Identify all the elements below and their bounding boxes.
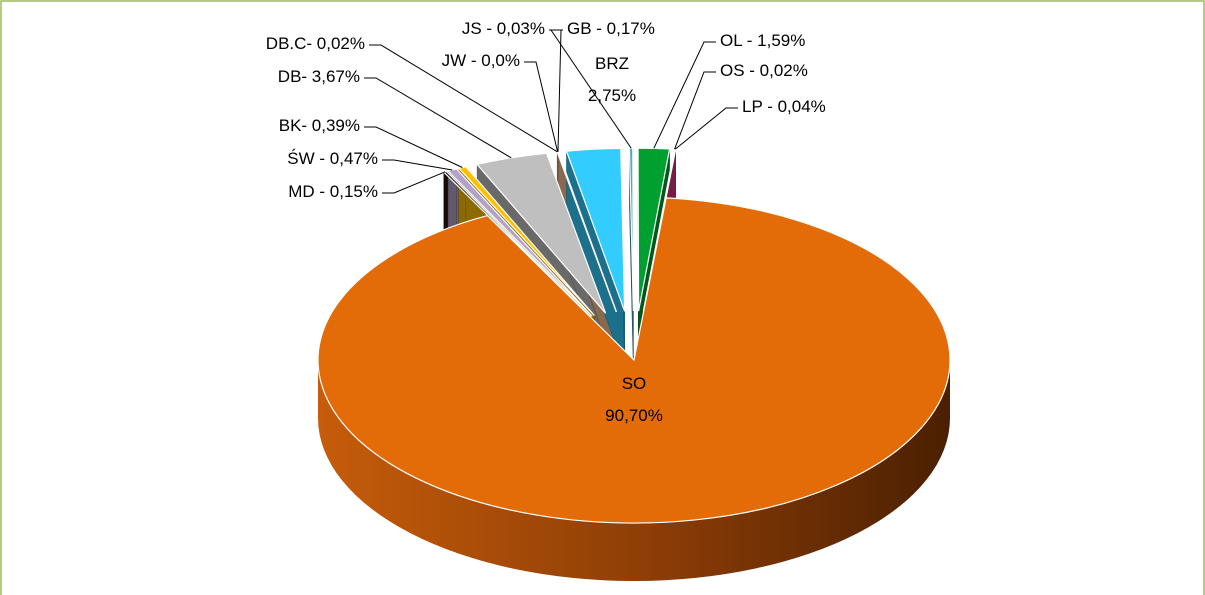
label-line: 2,75% (588, 86, 636, 105)
label-line: OS - 0,02% (720, 61, 808, 80)
label-line: JS - 0,03% (462, 19, 545, 38)
leader-line (369, 44, 558, 153)
label-line: DB.C- 0,02% (266, 34, 365, 53)
label-line: GB - 0,17% (567, 19, 655, 38)
data-label: OS - 0,02% (720, 61, 808, 80)
data-label: JS - 0,03% (462, 19, 545, 38)
label-line: SO (622, 374, 647, 393)
label-line: MD - 0,15% (288, 182, 378, 201)
slice (565, 147, 626, 312)
data-label: JW - 0,0% (442, 51, 520, 70)
data-label: DB- 3,67% (278, 67, 360, 86)
label-line: LP - 0,04% (742, 97, 826, 116)
data-label: SO 90,70% (605, 374, 663, 425)
leader-line (524, 61, 559, 152)
leader-line (364, 77, 512, 159)
label-line: ŚW - 0,47% (287, 149, 378, 168)
leader-line (364, 126, 463, 168)
leader-line (550, 29, 632, 149)
data-label: ŚW - 0,47% (287, 149, 378, 168)
leader-line (674, 107, 738, 150)
label-line: BK- 0,39% (279, 116, 360, 135)
slice (317, 197, 951, 524)
slice-side (318, 360, 950, 581)
leader-line (382, 159, 453, 171)
label-line: OL - 1,59% (720, 31, 805, 50)
data-label: BK- 0,39% (279, 116, 360, 135)
label-line: JW - 0,0% (442, 51, 520, 70)
leader-line (382, 171, 446, 194)
data-label: MD - 0,15% (288, 182, 378, 201)
leader-line (653, 41, 716, 149)
data-label: DB.C- 0,02% (266, 34, 365, 53)
leader-line (549, 29, 562, 152)
data-label: BRZ 2,75% (588, 54, 636, 105)
leader-line (674, 71, 716, 150)
slice (476, 152, 607, 314)
label-line: BRZ (595, 54, 629, 73)
data-label: GB - 0,17% (567, 19, 655, 38)
data-label: OL - 1,59% (720, 31, 805, 50)
slice (637, 147, 671, 312)
pie: DB- 3,67% DB.C- 0,02% JW - 0,0% JS - 0,03% B… (266, 19, 951, 581)
label-line: 90,70% (605, 406, 663, 425)
data-label: LP - 0,04% (742, 97, 826, 116)
label-line: DB- 3,67% (278, 67, 360, 86)
